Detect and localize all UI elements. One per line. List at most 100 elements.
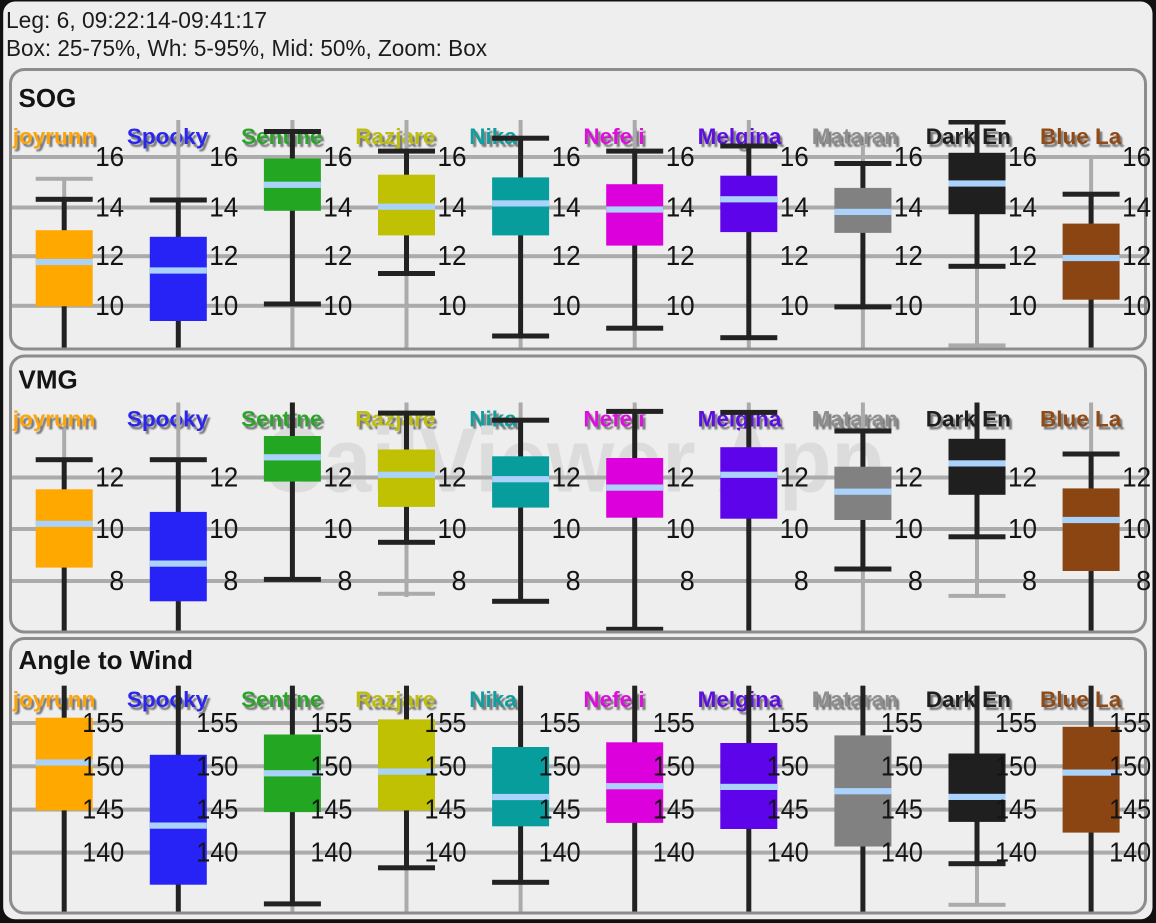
svg-text:12: 12 <box>666 240 695 271</box>
svg-text:Sentine: Sentine <box>244 690 325 715</box>
svg-text:8: 8 <box>1022 565 1037 596</box>
svg-text:150: 150 <box>196 750 238 781</box>
svg-text:145: 145 <box>425 794 467 825</box>
svg-text:155: 155 <box>539 707 581 738</box>
svg-text:140: 140 <box>995 837 1037 868</box>
svg-text:140: 140 <box>196 837 238 868</box>
svg-text:Mataran: Mataran <box>812 407 898 432</box>
svg-text:Blue La: Blue La <box>1040 687 1122 712</box>
svg-text:Nika: Nika <box>472 690 520 715</box>
svg-text:10: 10 <box>438 513 467 544</box>
svg-text:10: 10 <box>666 290 695 321</box>
svg-text:150: 150 <box>653 750 695 781</box>
svg-text:140: 140 <box>767 837 809 868</box>
svg-text:8: 8 <box>566 565 581 596</box>
svg-text:16: 16 <box>438 141 467 172</box>
svg-text:Spooky: Spooky <box>129 690 211 715</box>
svg-text:Nika: Nika <box>469 687 517 712</box>
svg-text:10: 10 <box>552 290 581 321</box>
svg-text:145: 145 <box>1109 794 1151 825</box>
svg-text:Blue La: Blue La <box>1043 690 1125 715</box>
svg-text:8: 8 <box>908 565 923 596</box>
svg-text:VMG: VMG <box>19 365 78 395</box>
svg-text:140: 140 <box>653 837 695 868</box>
svg-text:Spooky: Spooky <box>129 410 211 435</box>
svg-text:145: 145 <box>82 794 124 825</box>
svg-text:14: 14 <box>95 192 124 223</box>
svg-text:16: 16 <box>552 141 581 172</box>
svg-text:16: 16 <box>323 141 352 172</box>
svg-text:12: 12 <box>780 240 809 271</box>
svg-text:8: 8 <box>794 565 809 596</box>
svg-text:12: 12 <box>1008 462 1037 493</box>
svg-text:145: 145 <box>539 794 581 825</box>
svg-text:10: 10 <box>95 513 124 544</box>
svg-text:145: 145 <box>653 794 695 825</box>
svg-text:150: 150 <box>995 750 1037 781</box>
svg-text:Sentine: Sentine <box>241 687 322 712</box>
svg-text:16: 16 <box>95 141 124 172</box>
svg-text:Blue La: Blue La <box>1043 410 1125 435</box>
svg-text:14: 14 <box>894 192 923 223</box>
svg-text:Leg: 6, 09:22:14-09:41:17: Leg: 6, 09:22:14-09:41:17 <box>6 7 267 33</box>
svg-text:140: 140 <box>425 837 467 868</box>
svg-text:12: 12 <box>323 462 352 493</box>
svg-text:12: 12 <box>894 462 923 493</box>
svg-text:145: 145 <box>995 794 1037 825</box>
svg-text:Melgina: Melgina <box>700 690 784 715</box>
svg-text:Razjare: Razjare <box>355 687 435 712</box>
svg-text:Razjare: Razjare <box>358 690 438 715</box>
svg-text:150: 150 <box>539 750 581 781</box>
svg-text:12: 12 <box>438 240 467 271</box>
svg-text:140: 140 <box>881 837 923 868</box>
svg-text:14: 14 <box>209 192 238 223</box>
svg-text:Spooky: Spooky <box>127 407 209 432</box>
svg-text:10: 10 <box>894 513 923 544</box>
svg-text:Dark En: Dark En <box>928 127 1013 152</box>
svg-text:10: 10 <box>323 290 352 321</box>
svg-text:joyrunn: joyrunn <box>14 127 98 152</box>
svg-text:Sentine: Sentine <box>241 407 322 432</box>
svg-text:12: 12 <box>894 240 923 271</box>
svg-text:10: 10 <box>95 290 124 321</box>
svg-text:145: 145 <box>767 794 809 825</box>
svg-text:10: 10 <box>438 290 467 321</box>
svg-text:Blue La: Blue La <box>1040 124 1122 149</box>
svg-text:14: 14 <box>1008 192 1037 223</box>
svg-text:10: 10 <box>666 513 695 544</box>
svg-text:16: 16 <box>666 141 695 172</box>
svg-text:12: 12 <box>780 462 809 493</box>
svg-text:155: 155 <box>1109 707 1151 738</box>
svg-text:Dark En: Dark En <box>928 690 1013 715</box>
svg-text:joyrunn: joyrunn <box>12 124 96 149</box>
svg-text:16: 16 <box>1122 141 1151 172</box>
svg-text:155: 155 <box>767 707 809 738</box>
svg-text:Dark En: Dark En <box>928 410 1013 435</box>
svg-text:16: 16 <box>209 141 238 172</box>
svg-text:14: 14 <box>1122 192 1151 223</box>
svg-text:145: 145 <box>310 794 352 825</box>
svg-text:10: 10 <box>780 513 809 544</box>
svg-text:140: 140 <box>310 837 352 868</box>
svg-text:140: 140 <box>82 837 124 868</box>
svg-text:12: 12 <box>209 462 238 493</box>
svg-text:16: 16 <box>780 141 809 172</box>
svg-text:8: 8 <box>1136 565 1151 596</box>
svg-text:8: 8 <box>109 565 124 596</box>
svg-text:Spooky: Spooky <box>129 127 211 152</box>
svg-text:145: 145 <box>196 794 238 825</box>
svg-text:10: 10 <box>552 513 581 544</box>
svg-text:16: 16 <box>894 141 923 172</box>
svg-text:SailViewer App: SailViewer App <box>266 411 884 512</box>
svg-text:155: 155 <box>310 707 352 738</box>
svg-text:10: 10 <box>209 290 238 321</box>
svg-text:joyrunn: joyrunn <box>14 690 98 715</box>
svg-text:SOG: SOG <box>19 83 77 113</box>
svg-text:Sentine: Sentine <box>241 124 322 149</box>
svg-text:140: 140 <box>539 837 581 868</box>
svg-text:Dark En: Dark En <box>926 687 1011 712</box>
svg-text:Angle to Wind: Angle to Wind <box>19 645 194 675</box>
svg-text:8: 8 <box>223 565 238 596</box>
svg-text:10: 10 <box>780 290 809 321</box>
svg-text:155: 155 <box>653 707 695 738</box>
